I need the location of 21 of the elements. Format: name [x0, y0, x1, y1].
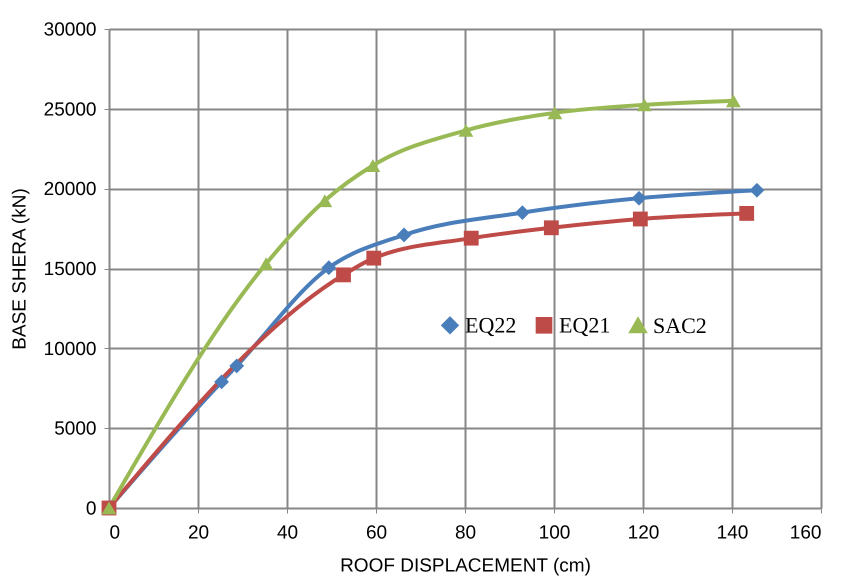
legend-label: EQ21	[559, 312, 610, 338]
y-tick-label: 25000	[44, 99, 96, 120]
legend-label: EQ22	[465, 312, 516, 338]
x-tick-label: 160	[790, 522, 822, 544]
x-tick-label: 120	[628, 522, 660, 544]
y-tick-label: 30000	[44, 20, 96, 40]
y-tick-label: 5000	[54, 418, 96, 440]
x-tick-label: 40	[276, 522, 298, 544]
legend-label: SAC2	[653, 312, 707, 338]
y-axis-title: BASE SHERA (kN)	[10, 188, 31, 350]
x-tick-label: 20	[188, 522, 210, 544]
y-tick-label: 20000	[44, 179, 96, 200]
x-tick-label: 100	[538, 522, 570, 544]
x-tick-label: 80	[454, 522, 476, 544]
x-axis-title: ROOF DISPLACEMENT (cm)	[340, 556, 591, 576]
y-tick-label: 10000	[44, 338, 96, 360]
x-tick-label: 60	[366, 522, 388, 544]
x-tick-label: 140	[716, 522, 748, 544]
x-tick-label: 0	[110, 522, 120, 544]
y-tick-label: 0	[86, 498, 96, 520]
y-tick-label: 15000	[44, 259, 96, 280]
